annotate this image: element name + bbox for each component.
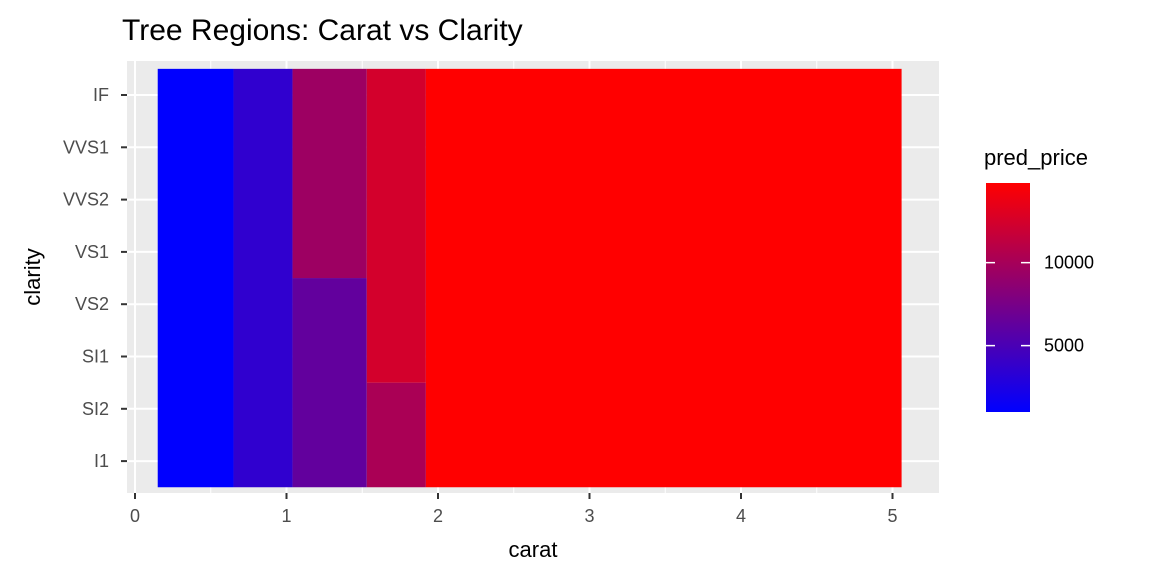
region-tile bbox=[425, 68, 902, 488]
y-tick-label: I1 bbox=[94, 451, 109, 471]
y-tick-label: IF bbox=[93, 85, 109, 105]
region-tile bbox=[233, 68, 293, 488]
color-legend: pred_price 5000 10000 bbox=[984, 145, 1094, 412]
chart-title: Tree Regions: Carat vs Clarity bbox=[122, 14, 523, 47]
x-tick-label: 5 bbox=[887, 506, 897, 526]
y-tick-label: VVS2 bbox=[63, 190, 109, 210]
y-tick-label: SI1 bbox=[82, 347, 109, 367]
x-tick-label: 3 bbox=[584, 506, 594, 526]
legend-tick-label: 10000 bbox=[1044, 253, 1094, 273]
region-tile bbox=[157, 68, 234, 488]
x-tick-label: 1 bbox=[281, 506, 291, 526]
legend-colorbar bbox=[986, 183, 1030, 412]
y-tick-label: VS1 bbox=[75, 242, 109, 262]
x-axis-label: carat bbox=[509, 537, 558, 562]
region-tiles bbox=[157, 68, 902, 488]
x-tick-label: 0 bbox=[130, 506, 140, 526]
region-tile bbox=[292, 278, 367, 488]
y-axis: I1 SI2 SI1 VS2 VS1 VVS2 VVS1 IF bbox=[63, 85, 127, 471]
legend-title: pred_price bbox=[984, 145, 1088, 170]
y-tick-label: SI2 bbox=[82, 399, 109, 419]
x-axis: 0 1 2 3 4 5 bbox=[130, 493, 898, 526]
x-tick-label: 2 bbox=[433, 506, 443, 526]
legend-tick-label: 5000 bbox=[1044, 336, 1084, 356]
y-tick-label: VS2 bbox=[75, 294, 109, 314]
legend-ticks: 5000 10000 bbox=[986, 253, 1094, 356]
region-tile bbox=[366, 68, 426, 383]
y-axis-label: clarity bbox=[20, 248, 45, 305]
region-tile bbox=[366, 382, 426, 488]
y-tick-label: VVS1 bbox=[63, 137, 109, 157]
region-tile bbox=[292, 68, 367, 279]
x-tick-label: 4 bbox=[736, 506, 746, 526]
